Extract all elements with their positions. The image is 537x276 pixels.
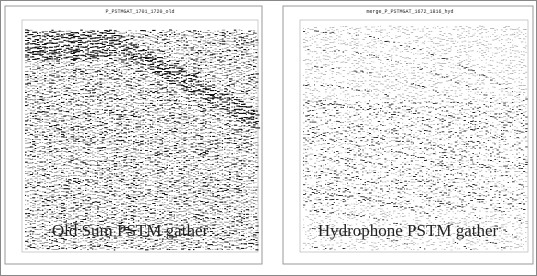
panel-caption: Old Sum PSTM gather [52, 221, 209, 240]
panel-header: P_PSTMGAT_1701_1720_old [105, 9, 174, 15]
figure: P_PSTMGAT_1701_1720_old Old Sum PSTM gat… [0, 0, 537, 276]
panel-caption: Hydrophone PSTM gather [318, 221, 499, 240]
panel-header: merge_P_PSTMGAT_1672_1816_hyd [366, 9, 453, 15]
page: P_PSTMGAT_1701_1720_old Old Sum PSTM gat… [0, 0, 537, 276]
